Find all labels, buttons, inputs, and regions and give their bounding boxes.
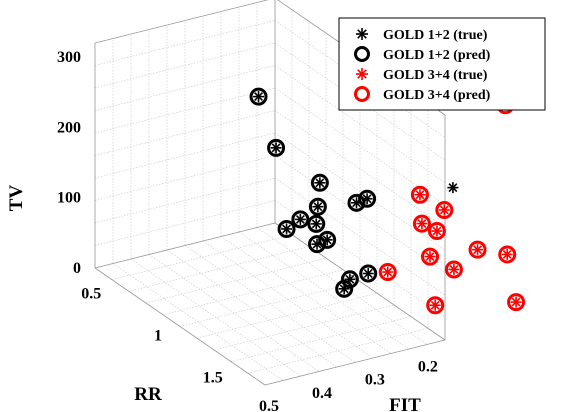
- data-point-circle: [277, 219, 296, 238]
- data-point-circle: [435, 200, 454, 219]
- data-point-circle: [318, 230, 337, 249]
- data-point-asterisk: [447, 182, 459, 194]
- x-tick-label: 0.3: [365, 372, 385, 389]
- z-axis-label: TV: [6, 185, 27, 212]
- series-gold-1-2-pred-: [249, 87, 378, 298]
- z-tick-label: 100: [57, 190, 81, 207]
- y-tick-label: 0.5: [81, 286, 101, 303]
- data-point-circle: [410, 185, 429, 204]
- data-point-asterisk: [338, 283, 350, 295]
- z-tick-label: 300: [57, 49, 81, 66]
- data-point-circle: [358, 189, 377, 208]
- data-point-asterisk: [294, 213, 306, 225]
- data-point-circle: [340, 270, 359, 289]
- data-point-circle: [507, 293, 526, 312]
- data-point-circle: [378, 263, 397, 282]
- data-point-asterisk: [281, 223, 293, 235]
- legend-marker-circle: [354, 46, 370, 62]
- data-point-asterisk: [253, 91, 265, 103]
- data-point-asterisk: [416, 218, 428, 230]
- data-point-circle: [498, 245, 517, 264]
- data-point-asterisk: [270, 142, 282, 154]
- legend-box: [338, 17, 546, 111]
- x-tick-label: 0.4: [312, 385, 332, 402]
- data-point-circle: [307, 214, 326, 233]
- grid: [94, 0, 446, 386]
- axis-labels: TV RR FIT: [6, 185, 421, 412]
- data-point-asterisk: [429, 299, 441, 311]
- x-axis-label: FIT: [389, 395, 421, 412]
- data-point-asterisk: [424, 251, 436, 263]
- tick-labels: 0 100 200 300 0.5 1 1.5 0.5 0.4 0.3 0.2: [57, 49, 438, 412]
- legend-marker-circle: [354, 86, 370, 102]
- data-point-circle: [420, 247, 439, 266]
- data-point-circle: [427, 222, 446, 241]
- legend-entry-label: GOLD 3+4 (pred): [383, 88, 491, 103]
- data-point-circle: [468, 240, 487, 259]
- legend-entry-label: GOLD 1+2 (pred): [383, 48, 491, 63]
- legend: GOLD 1+2 (true) GOLD 1+2 (pred) GOLD 3+4 (…: [338, 17, 546, 111]
- y-tick-label: 1.5: [203, 369, 223, 386]
- y-axis-label: RR: [134, 384, 162, 405]
- data-point-asterisk: [382, 266, 394, 278]
- data-point-asterisk: [472, 244, 484, 256]
- data-point-circle: [291, 210, 310, 229]
- data-point-asterisk: [431, 225, 443, 237]
- data-point-circle: [310, 173, 329, 192]
- x-tick-label: 0.2: [418, 358, 438, 375]
- data-point-asterisk: [314, 177, 326, 189]
- z-tick-label: 200: [57, 119, 81, 136]
- legend-marker-asterisk: [356, 28, 368, 40]
- legend-entry-label: GOLD 1+2 (true): [383, 28, 488, 43]
- x-tick-label: 0.5: [259, 398, 279, 412]
- z-tick-label: 0: [73, 260, 81, 277]
- y-tick-label: 1: [154, 328, 162, 345]
- data-point-circle: [267, 138, 286, 157]
- data-point-asterisk: [448, 263, 460, 275]
- data-point-asterisk: [310, 218, 322, 230]
- data-point-circle: [347, 193, 366, 212]
- data-point-asterisk: [362, 267, 374, 279]
- data-point-circle: [308, 197, 327, 216]
- data-point-circle: [412, 214, 431, 233]
- legend-marker-asterisk: [356, 68, 368, 80]
- data-point-circle: [308, 235, 327, 254]
- data-point-asterisk: [438, 204, 450, 216]
- data-point-circle: [426, 296, 445, 315]
- series-gold-3-4-true-: [382, 99, 522, 311]
- data-point-asterisk: [510, 296, 522, 308]
- data-point-circle: [444, 260, 463, 279]
- data-point-circle: [249, 87, 268, 106]
- legend-entry-label: GOLD 3+4 (true): [383, 68, 488, 83]
- data-point-asterisk: [501, 248, 513, 260]
- data-point-asterisk: [414, 189, 426, 201]
- data-point-asterisk: [312, 201, 324, 213]
- data-point-circle: [359, 264, 378, 283]
